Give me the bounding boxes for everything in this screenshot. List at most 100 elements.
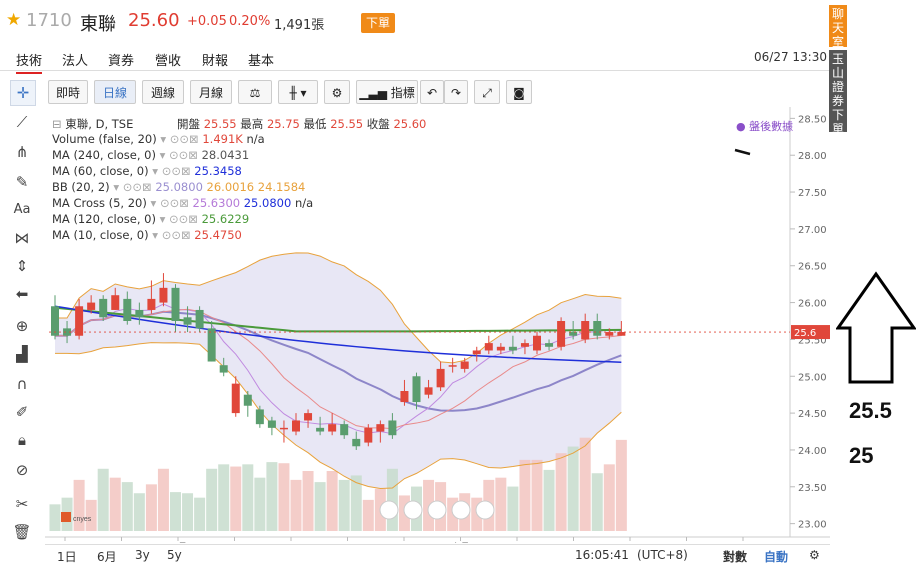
favorite-star-icon[interactable]: ★	[6, 10, 22, 30]
weekly-button[interactable]: 週線	[142, 80, 184, 104]
candle-body	[279, 427, 288, 430]
ruler-icon[interactable]: ▟	[16, 345, 28, 363]
candle-body	[412, 376, 421, 403]
lock-draw-icon[interactable]: ✐	[15, 403, 29, 421]
range-1d[interactable]: 1日	[57, 550, 77, 564]
hide-icon[interactable]: ⊘	[15, 461, 29, 479]
bollinger-band	[55, 252, 622, 489]
trash-icon[interactable]: 🗑︎	[12, 523, 32, 541]
candle-body	[448, 365, 457, 367]
tools-icon[interactable]: ✂	[15, 495, 29, 513]
candle-body	[388, 420, 397, 436]
volume-bar	[362, 499, 374, 531]
tab-basic[interactable]: 基本	[248, 54, 275, 69]
price-change-pct: 0.20%	[229, 14, 271, 29]
candle-body	[243, 394, 252, 406]
chart-settings-icon[interactable]: ⚙	[809, 548, 820, 562]
date-tick-label: 六月	[451, 541, 469, 543]
tab-institutional[interactable]: 法人	[62, 54, 89, 69]
range-6m[interactable]: 6月	[97, 550, 117, 564]
date-axis: 1925五月8142026六月914202630	[45, 536, 830, 543]
tab-financials[interactable]: 財報	[202, 54, 229, 69]
price-tick-label: 26.00	[798, 299, 827, 310]
volume-bar	[218, 464, 230, 531]
candle-body	[484, 343, 493, 351]
volume-bar	[567, 446, 579, 531]
candle-body	[292, 420, 300, 432]
candle-body	[617, 332, 626, 336]
volume-bar	[230, 466, 242, 531]
fullscreen-icon[interactable]: ⤢	[474, 80, 500, 104]
volume-bar	[182, 493, 194, 531]
price-tick-label: 25.50	[798, 335, 827, 346]
monthly-button[interactable]: 月線	[190, 80, 232, 104]
candle-body	[123, 298, 132, 321]
candle-type-icon[interactable]: ╫ ▾	[278, 80, 318, 104]
indicator-button[interactable]: ▁▃▅ 指標	[356, 80, 418, 104]
candle-body	[171, 287, 180, 321]
candle-body	[376, 424, 385, 432]
tab-revenue[interactable]: 營收	[155, 54, 182, 69]
candle-body	[520, 343, 529, 347]
bollinger-upper	[55, 252, 622, 364]
price-tick-label: 27.00	[798, 225, 827, 236]
trendline-icon[interactable]: ⟋	[16, 113, 28, 131]
tab-technical[interactable]: 技術	[16, 50, 43, 74]
zoom-icon[interactable]: ⊕	[15, 317, 29, 335]
settings-gear-icon[interactable]: ⚙	[324, 80, 350, 104]
price-chart[interactable]: 28.50 28.00 27.50 27.00 26.50 26.00 25.50 25.00…	[45, 107, 830, 543]
candle-body	[436, 368, 445, 388]
price-axis: 28.50 28.00 27.50 27.00 26.50 26.00 25.50 25.00…	[789, 107, 827, 537]
daily-button[interactable]: 日線	[94, 80, 136, 104]
candle-body	[183, 317, 192, 325]
arrow-left-icon[interactable]: ⬅	[15, 285, 29, 303]
timezone[interactable]: (UTC+8)	[637, 548, 688, 562]
navigation-controls[interactable]	[379, 500, 495, 520]
range-5y[interactable]: 5y	[167, 548, 182, 562]
log-scale-toggle[interactable]: 對數	[723, 550, 748, 564]
volume-bar	[109, 477, 121, 531]
undo-icon[interactable]: ↶	[420, 80, 444, 104]
after-hours-link[interactable]: ● 盤後數據	[736, 120, 794, 133]
volume-bar	[314, 482, 326, 531]
clock-time: 16:05:41	[575, 548, 629, 562]
fork-icon[interactable]: ⋔	[15, 143, 29, 161]
broker-order-tab[interactable]: 玉山證券下單	[829, 50, 847, 136]
tab-margin[interactable]: 資券	[108, 54, 135, 69]
volume-bar	[49, 504, 61, 531]
candle-body	[424, 387, 433, 395]
volume-bar	[350, 475, 362, 531]
candle-body	[328, 424, 337, 432]
lock-icon[interactable]: 🔒︎	[18, 431, 26, 449]
crosshair-icon[interactable]: ✛	[10, 80, 36, 106]
intraday-button[interactable]: 即時	[48, 80, 88, 104]
compare-scale-icon[interactable]: ⚖	[238, 80, 272, 104]
candle-body	[51, 306, 59, 336]
volume-bar	[555, 453, 567, 531]
chatroom-tab[interactable]: 聊天室	[829, 5, 847, 49]
ma10-line	[55, 308, 622, 430]
date-tick-label: 五月	[169, 542, 187, 543]
drawing-tools: ✛ ⟋ ⋔ ✎ Aa ⋈ ⇕ ⬅ ⊕ ▟ ∩ ✐ 🔒︎ ⊘ ✂ 🗑︎	[6, 80, 36, 550]
annotation-price-1: 25.5	[849, 398, 892, 423]
stock-price: 25.60	[128, 10, 180, 31]
legend-ma120: MA (120, close, 0) ▾ ⊙⊙⊠ 25.6229	[52, 212, 250, 226]
price-change: +0.05	[187, 14, 227, 29]
order-button[interactable]: 下單	[361, 13, 395, 33]
magnet-icon[interactable]: ∩	[16, 375, 28, 393]
volume-bar	[97, 468, 109, 531]
volume-bar	[507, 486, 519, 531]
redo-icon[interactable]: ↷	[444, 80, 468, 104]
watermark-logo: cnyes	[61, 512, 92, 523]
camera-icon[interactable]: ◙	[506, 80, 532, 104]
measure-icon[interactable]: ⇕	[15, 257, 29, 275]
legend-ma60: MA (60, close, 0) ▾ ⊙⊙⊠ 25.3458	[52, 164, 242, 178]
pattern-icon[interactable]: ⋈	[14, 229, 30, 247]
text-icon[interactable]: Aa	[13, 202, 31, 217]
auto-scale-toggle[interactable]: 自動	[764, 550, 789, 564]
chart-toolbar: 即時 日線 週線 月線 ⚖ ╫ ▾ ⚙ ▁▃▅ 指標 ↶ ↷ ⤢ ◙	[48, 80, 828, 106]
brush-icon[interactable]: ✎	[15, 173, 29, 191]
candle-body	[219, 365, 228, 373]
legend-ma240: MA (240, close, 0) ▾ ⊙⊙⊠ 28.0431	[52, 148, 250, 162]
range-3y[interactable]: 3y	[135, 548, 150, 562]
